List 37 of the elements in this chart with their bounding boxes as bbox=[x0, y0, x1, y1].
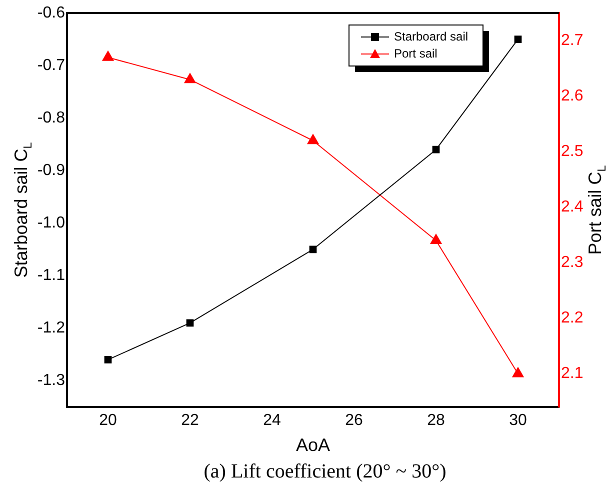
y-tick-label: -1.1 bbox=[37, 267, 66, 284]
y-tick-label: -0.7 bbox=[37, 56, 66, 74]
point bbox=[184, 73, 196, 84]
x-tick-label: 26 bbox=[345, 412, 363, 430]
x-axis-title: AoA bbox=[296, 434, 330, 455]
y2-tick-label: 2.2 bbox=[561, 310, 584, 327]
y-tick-label: -1.2 bbox=[37, 320, 66, 337]
text: (a) Lift coefficient (20° ~ 30°) bbox=[204, 460, 446, 482]
y-tick-label: -1.3 bbox=[37, 372, 66, 390]
y2-tick-label: 2.6 bbox=[561, 88, 584, 105]
y-tick-label: -1.0 bbox=[37, 214, 66, 232]
y2-axis-title: Port sail CL bbox=[584, 164, 609, 255]
y-axis-title: Starboard sail CL bbox=[10, 142, 35, 278]
y-tick-label: -0.9 bbox=[37, 162, 66, 180]
point bbox=[104, 356, 112, 364]
y2-tick-label: 2.7 bbox=[561, 32, 584, 50]
x-tick-label: 22 bbox=[181, 412, 199, 430]
x-tick-label: 24 bbox=[263, 412, 281, 430]
y2-tick-label: 2.4 bbox=[561, 198, 584, 216]
y2-tick-label: 2.1 bbox=[561, 365, 584, 382]
y2-tick-label: 2.3 bbox=[561, 254, 584, 272]
x-tick-label: 30 bbox=[509, 412, 527, 430]
point bbox=[102, 50, 114, 61]
point bbox=[186, 319, 194, 327]
point bbox=[430, 234, 442, 244]
y2-tick-label: 2.5 bbox=[561, 143, 584, 160]
point bbox=[432, 146, 440, 154]
legend-label: Port sail bbox=[394, 46, 438, 60]
point bbox=[309, 246, 317, 254]
point bbox=[512, 367, 524, 378]
y-tick-label: -0.6 bbox=[37, 4, 66, 22]
x-tick-label: 20 bbox=[99, 412, 117, 430]
y-tick-label: -0.8 bbox=[37, 109, 66, 126]
legend-label: Starboard sail bbox=[394, 29, 468, 44]
point bbox=[307, 134, 319, 144]
x-tick-label: 28 bbox=[427, 412, 445, 430]
point bbox=[514, 36, 522, 43]
